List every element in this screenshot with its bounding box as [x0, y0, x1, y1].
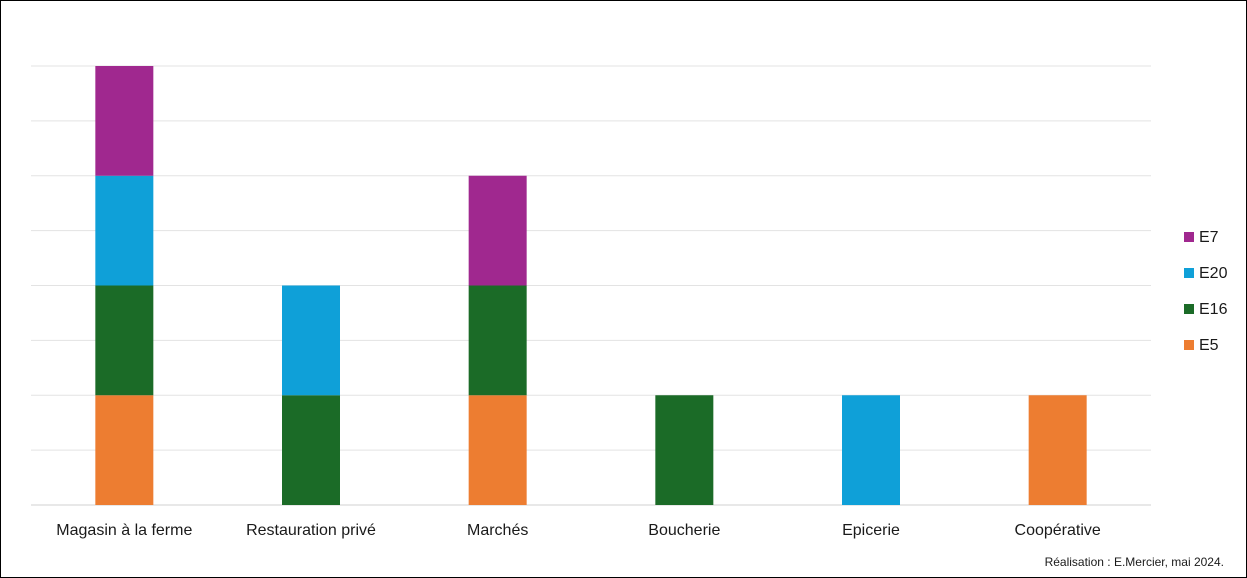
gridlines: [31, 65, 1151, 506]
bar-segment-e20: [282, 285, 340, 396]
bar-segment-e20: [95, 175, 154, 286]
legend-label-e16: E16: [1199, 301, 1228, 318]
legend-swatch-e16: [1184, 304, 1194, 314]
bar-segment-e20: [842, 395, 900, 505]
bar-segment-e5: [1028, 395, 1087, 505]
legend-label-e7: E7: [1199, 229, 1219, 246]
category-label: Coopérative: [1015, 522, 1101, 539]
category-label: Restauration privé: [246, 522, 376, 539]
legend-label-e5: E5: [1199, 337, 1219, 354]
legend-swatch-e7: [1184, 232, 1194, 242]
category-label: Epicerie: [842, 522, 900, 539]
category-labels: Magasin à la ferme Restauration privé Marc…: [56, 522, 1101, 539]
bar-segment-e16: [468, 285, 527, 396]
bar-segment-e7: [95, 66, 154, 176]
bar-segment-e16: [655, 395, 714, 505]
bar-segment-e16: [282, 395, 340, 505]
category-label: Magasin à la ferme: [56, 522, 192, 539]
category-label: Boucherie: [648, 522, 720, 539]
bar-segment-e5: [468, 395, 527, 505]
bar-segment-e7: [468, 175, 527, 286]
bar-segment-e5: [95, 395, 154, 505]
bars: [95, 66, 1087, 505]
credit-text: Réalisation : E.Mercier, mai 2024.: [1044, 555, 1224, 569]
legend-label-e20: E20: [1199, 265, 1228, 282]
legend-swatch-e5: [1184, 340, 1194, 350]
bar-segment-e16: [95, 285, 154, 396]
legend: E7 E20 E16 E5: [1184, 229, 1228, 354]
category-label: Marchés: [467, 522, 528, 539]
legend-swatch-e20: [1184, 268, 1194, 278]
